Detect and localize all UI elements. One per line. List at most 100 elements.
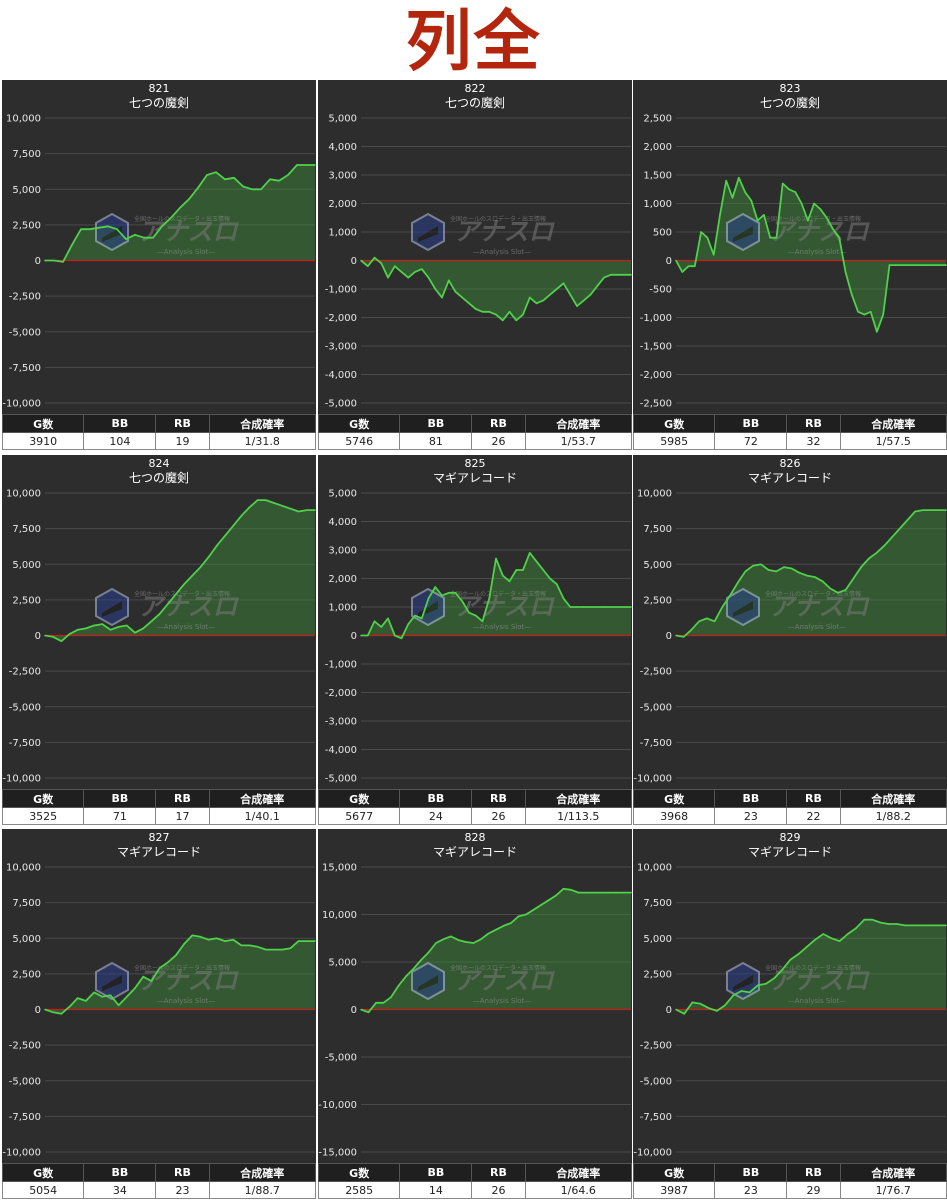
watermark-logo: アナスロ —Analysis Slot— 全国ホールのスロデータ・出玉情報 bbox=[95, 587, 240, 631]
data-point bbox=[577, 891, 580, 894]
data-point bbox=[922, 509, 924, 511]
data-point bbox=[224, 178, 226, 181]
chart-panel-823: 2,500 2,000 1,500 1,000 500 0 -500 -1,000 -1,500… bbox=[632, 80, 947, 450]
page-headline: 列全 bbox=[405, 3, 542, 80]
data-point bbox=[142, 975, 144, 978]
data-point bbox=[562, 597, 565, 600]
data-point bbox=[434, 586, 437, 588]
chart-background: 10,000 7,500 5,000 2,500 0 -2,500 -5,000 -7,500… bbox=[2, 829, 316, 1163]
data-point bbox=[569, 606, 572, 608]
data-point bbox=[281, 505, 284, 507]
data-point bbox=[675, 1008, 677, 1011]
y-tick-label: 2,500 bbox=[12, 220, 41, 231]
y-tick-label: 1,000 bbox=[328, 603, 357, 614]
data-point bbox=[199, 936, 202, 938]
chart-panel-821: 10,000 7,500 5,000 2,500 0 -2,500 -5,000 -7,500… bbox=[1, 80, 317, 450]
data-point bbox=[407, 623, 410, 625]
data-point bbox=[207, 938, 210, 941]
area-fill bbox=[361, 257, 631, 321]
data-point bbox=[206, 174, 208, 176]
data-point bbox=[876, 331, 878, 333]
chart-title: 826 マギアレコード bbox=[633, 457, 947, 485]
stats-table: G数 BB RB 合成確率 5746 81 26 1/53.7 bbox=[317, 414, 633, 450]
data-point bbox=[109, 629, 112, 631]
data-point bbox=[603, 276, 605, 279]
data-point bbox=[898, 527, 901, 530]
data-point bbox=[44, 634, 46, 637]
data-point bbox=[748, 991, 751, 994]
y-tick-label: -1,000 bbox=[325, 660, 357, 671]
stats-value-0: 5985 bbox=[632, 432, 716, 450]
chart-background: 5,000 4,000 3,000 2,000 1,000 0 -1,000 -2,000 -3… bbox=[318, 80, 632, 414]
data-point bbox=[387, 617, 389, 620]
watermark-sub: —Analysis Slot— bbox=[788, 997, 846, 1005]
data-point bbox=[166, 603, 169, 605]
data-point bbox=[851, 293, 853, 296]
data-point bbox=[744, 191, 746, 193]
chart-panel-829: 10,000 7,500 5,000 2,500 0 -2,500 -5,000 -7,500… bbox=[632, 829, 947, 1199]
stats-header-3: 合成確率 bbox=[839, 414, 947, 433]
watermark-top: 全国ホールのスロデータ・出玉情報 bbox=[134, 964, 230, 972]
y-tick-label: 0 bbox=[35, 1005, 41, 1016]
machine-number: 824 bbox=[148, 457, 170, 470]
stats-value-0: 5677 bbox=[317, 807, 401, 825]
y-tick-label: 7,500 bbox=[643, 898, 672, 909]
y-tick-label: 10,000 bbox=[322, 910, 357, 921]
stats-value-0: 2585 bbox=[317, 1181, 401, 1199]
watermark-logo: アナスロ —Analysis Slot— 全国ホールのスロデータ・出玉情報 bbox=[411, 961, 556, 1005]
data-point bbox=[789, 958, 792, 961]
chart-panel-824: 10,000 7,500 5,000 2,500 0 -2,500 -5,000 -7,500… bbox=[1, 455, 317, 825]
data-point bbox=[240, 944, 243, 947]
data-point bbox=[589, 293, 592, 296]
data-point bbox=[556, 288, 558, 290]
data-point bbox=[623, 274, 626, 276]
data-point bbox=[736, 582, 739, 584]
watermark-logo: アナスロ —Analysis Slot— 全国ホールのスロデータ・出玉情報 bbox=[411, 587, 556, 631]
y-tick-label: -3,000 bbox=[325, 342, 357, 353]
y-tick-label: 0 bbox=[35, 256, 41, 267]
data-point bbox=[71, 244, 73, 246]
watermark-logo: アナスロ —Analysis Slot— 全国ホールのスロデータ・出玉情報 bbox=[726, 587, 871, 631]
data-point bbox=[868, 557, 870, 560]
y-tick-label: 0 bbox=[351, 1005, 357, 1016]
data-point bbox=[535, 560, 538, 563]
data-point bbox=[481, 311, 484, 313]
data-point bbox=[297, 940, 300, 942]
data-point bbox=[52, 636, 54, 638]
data-point bbox=[434, 288, 437, 290]
data-point bbox=[233, 177, 235, 179]
chart-svg: 5,000 4,000 3,000 2,000 1,000 0 -1,000 -2,000 -3… bbox=[325, 114, 632, 410]
data-point bbox=[412, 967, 415, 970]
data-point bbox=[623, 606, 626, 608]
watermark-top: 全国ホールのスロデータ・出玉情報 bbox=[765, 590, 861, 598]
data-point bbox=[98, 226, 100, 229]
data-point bbox=[515, 319, 518, 322]
data-point bbox=[882, 313, 884, 316]
data-point bbox=[454, 291, 457, 293]
data-point bbox=[740, 990, 743, 992]
data-point bbox=[687, 265, 690, 267]
stats-header-0: G数 bbox=[632, 1163, 716, 1182]
data-point bbox=[615, 891, 617, 894]
data-point bbox=[871, 918, 874, 921]
data-point bbox=[610, 606, 612, 608]
data-point bbox=[707, 1007, 710, 1009]
data-point bbox=[175, 593, 177, 595]
series-line bbox=[44, 934, 315, 1015]
data-point bbox=[675, 259, 677, 262]
data-point bbox=[152, 236, 154, 239]
data-point bbox=[937, 509, 940, 511]
data-point bbox=[117, 1004, 120, 1006]
data-point bbox=[690, 629, 693, 631]
data-point bbox=[457, 939, 460, 941]
data-point bbox=[583, 299, 585, 302]
data-point bbox=[420, 959, 422, 961]
data-point bbox=[441, 594, 443, 597]
stats-header-0: G数 bbox=[1, 789, 85, 808]
stats-header-1: BB bbox=[714, 789, 788, 808]
data-point bbox=[52, 1011, 54, 1014]
data-point bbox=[360, 1008, 362, 1011]
data-point bbox=[273, 948, 275, 951]
data-point bbox=[852, 577, 855, 580]
data-point bbox=[814, 938, 816, 941]
